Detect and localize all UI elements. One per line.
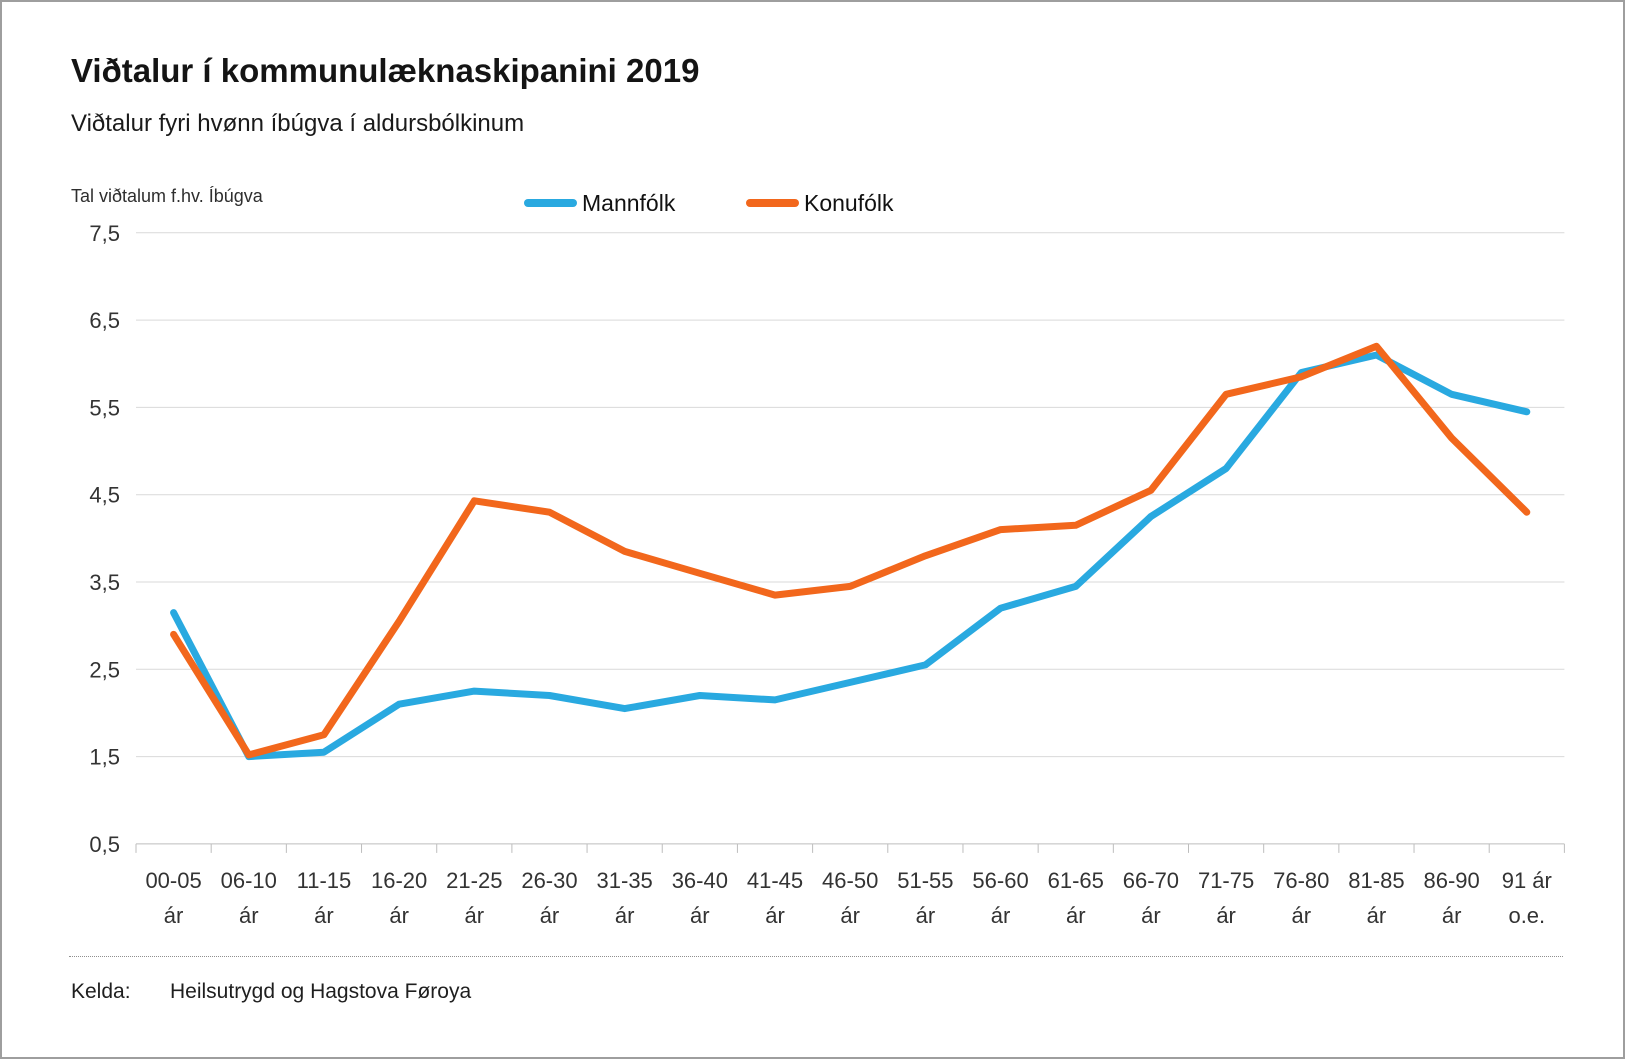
source-label: Kelda: xyxy=(71,980,131,1003)
x-tick-label: 00-05 xyxy=(145,868,201,893)
x-tick-label: 36-40 xyxy=(672,868,728,893)
x-tick-label-line2: ár xyxy=(1141,903,1161,928)
x-tick-label-line2: ár xyxy=(1066,903,1086,928)
x-tick-label: 21-25 xyxy=(446,868,502,893)
y-tick-label: 3,5 xyxy=(89,570,120,595)
x-tick-label: 76-80 xyxy=(1273,868,1329,893)
chart-subtitle: Viðtalur fyri hvønn íbúgva í aldursbólki… xyxy=(71,110,525,137)
x-tick-label-line2: ár xyxy=(615,903,635,928)
y-tick-label: 1,5 xyxy=(89,745,120,770)
x-tick-label-line2: ár xyxy=(1367,903,1387,928)
y-tick-label: 7,5 xyxy=(89,221,120,246)
konufolk-line-swatch xyxy=(746,199,799,207)
y-tick-label: 0,5 xyxy=(89,832,120,857)
x-tick-label-line2: ár xyxy=(164,903,184,928)
x-tick-label-line2: ár xyxy=(389,903,409,928)
x-tick-label: 26-30 xyxy=(521,868,577,893)
x-tick-label: 61-65 xyxy=(1048,868,1104,893)
x-tick-label-line2: ár xyxy=(239,903,259,928)
x-tick-label-line2: ár xyxy=(916,903,936,928)
y-tick-label: 5,5 xyxy=(89,395,120,420)
y-tick-label: 4,5 xyxy=(89,483,120,508)
x-tick-label-line2: ár xyxy=(1442,903,1462,928)
x-tick-label: 06-10 xyxy=(221,868,277,893)
mannfolk-line-swatch xyxy=(524,199,577,207)
source-text: Heilsutrygd og Hagstova Føroya xyxy=(170,980,472,1003)
x-tick-label: 66-70 xyxy=(1123,868,1179,893)
x-tick-label-line2: ár xyxy=(690,903,710,928)
series-line-konufólk xyxy=(170,342,1531,759)
x-tick-label: 91 ár xyxy=(1502,868,1552,893)
y-tick-label: 6,5 xyxy=(89,308,120,333)
x-tick-label-line2: ár xyxy=(765,903,785,928)
legend-item-mannfolk[interactable]: Mannfólk xyxy=(524,190,675,216)
x-tick-label: 86-90 xyxy=(1423,868,1479,893)
x-tick-label-line2: ár xyxy=(1216,903,1236,928)
x-tick-label: 41-45 xyxy=(747,868,803,893)
legend-label-konufolk: Konufólk xyxy=(804,189,894,216)
footer: Kelda: Heilsutrygd og Hagstova Føroya xyxy=(71,980,471,1004)
legend-label-mannfolk: Mannfólk xyxy=(582,189,676,216)
x-tick-label: 31-35 xyxy=(597,868,653,893)
legend-item-konufolk[interactable]: Konufólk xyxy=(746,190,894,216)
x-tick-label: 46-50 xyxy=(822,868,878,893)
x-tick-label-line2: ár xyxy=(540,903,560,928)
x-tick-label: 71-75 xyxy=(1198,868,1254,893)
chart-title: Viðtalur í kommunulæknaskipanini 2019 xyxy=(71,52,700,89)
x-tick-label: 51-55 xyxy=(897,868,953,893)
x-tick-label-line2: ár xyxy=(1291,903,1311,928)
x-tick-label: 81-85 xyxy=(1348,868,1404,893)
x-tick-label: 11-15 xyxy=(297,868,352,893)
x-tick-label-line2: ár xyxy=(314,903,334,928)
x-tick-label: 56-60 xyxy=(972,868,1028,893)
y-tick-label: 2,5 xyxy=(89,657,120,682)
x-tick-label-line2: ár xyxy=(465,903,485,928)
y-axis-title: Tal viðtalum f.hv. Íbúgva xyxy=(71,186,263,206)
x-tick-label: 16-20 xyxy=(371,868,427,893)
x-tick-label-line2: o.e. xyxy=(1508,903,1545,928)
x-tick-label-line2: ár xyxy=(840,903,860,928)
x-tick-label-line2: ár xyxy=(991,903,1011,928)
footer-separator xyxy=(69,956,1563,957)
series-line-mannfólk xyxy=(170,351,1531,761)
